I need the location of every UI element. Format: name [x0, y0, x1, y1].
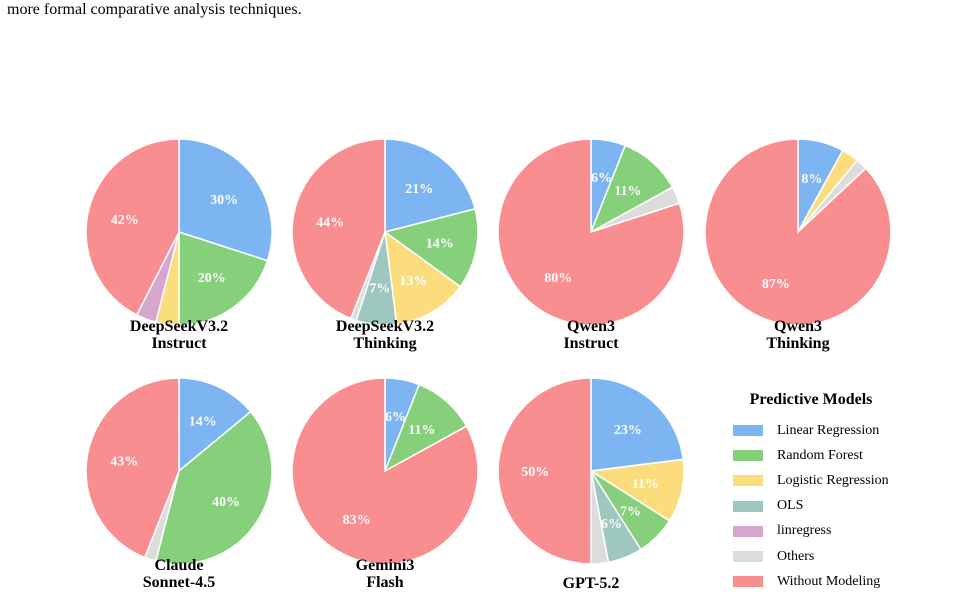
pie-title: GPT-5.2 — [563, 575, 620, 592]
legend-swatch — [733, 475, 763, 487]
pie-slice-label: 42% — [111, 213, 139, 228]
figure-caption: more formal comparative analysis techniq… — [7, 1, 302, 18]
pie-title: DeepSeekV3.2 — [336, 318, 434, 335]
legend-label: OLS — [777, 498, 804, 514]
legend-swatch — [733, 576, 763, 588]
legend: Predictive Models Linear Regression Rando… — [733, 391, 933, 594]
pie-slice-label: 30% — [210, 193, 238, 208]
legend-swatch — [733, 551, 763, 563]
legend-label: Random Forest — [777, 447, 863, 463]
legend-label: Others — [777, 548, 815, 564]
pie-slice-label: 80% — [544, 271, 572, 286]
pie-slice-label: 7% — [369, 282, 390, 297]
pie-slice — [291, 138, 386, 320]
pie-slice-label: 83% — [343, 513, 371, 528]
legend-label: Linear Regression — [777, 422, 880, 438]
pie-slice — [497, 377, 592, 565]
pie-slice — [384, 138, 476, 233]
pie-title: Claude — [155, 557, 204, 574]
pie-slice-label: 14% — [426, 236, 454, 251]
pie-slice-label: 87% — [762, 277, 790, 292]
legend-label: Logistic Regression — [777, 472, 889, 488]
pie-slice-label: 50% — [521, 465, 549, 480]
pie-slice-label: 11% — [408, 423, 435, 438]
pie-slice — [384, 230, 462, 326]
pie-slice — [383, 207, 479, 288]
pie-slice — [154, 410, 273, 565]
pie-title: Qwen3 — [567, 318, 615, 335]
pie-chart: 23% 11% 7%6% 50% GPT-5.2 — [497, 377, 685, 592]
pie-slice-label: 11% — [614, 184, 641, 199]
pie-slice-label: 6% — [385, 410, 406, 425]
pie-title: Instruct — [151, 335, 207, 352]
legend-items: Linear Regression Random Forest Logistic R… — [733, 418, 933, 594]
legend-item: Without Modeling — [733, 569, 933, 594]
pie-slice — [85, 138, 180, 316]
legend-label: linregress — [777, 523, 832, 539]
legend-item: linregress — [733, 519, 933, 544]
pie-slice — [497, 138, 685, 326]
pie-slice-label: 40% — [212, 495, 240, 510]
pie-slice — [178, 377, 252, 473]
legend-swatch — [733, 425, 763, 437]
pie-title: Thinking — [766, 335, 829, 352]
pie-slice-label: 8% — [801, 172, 822, 187]
pie-slice-label: 20% — [198, 271, 226, 286]
pie-slice — [178, 230, 269, 326]
pie-title: Gemini3 — [356, 557, 415, 574]
pie-slice — [704, 138, 892, 326]
pie-title: Thinking — [353, 335, 416, 352]
legend-item: Random Forest — [733, 443, 933, 468]
pie-title: DeepSeekV3.2 — [130, 318, 228, 335]
legend-item: Others — [733, 544, 933, 569]
legend-swatch — [733, 525, 763, 537]
legend-label: Without Modeling — [777, 573, 881, 589]
pie-slice — [85, 377, 180, 559]
pie-slice-label: 21% — [405, 182, 433, 197]
legend-swatch — [733, 450, 763, 462]
pie-slice-label: 13% — [399, 274, 427, 289]
pie-slice-label: 6% — [591, 171, 612, 186]
pie-title: Instruct — [563, 335, 619, 352]
pie-slice-label: 14% — [189, 415, 217, 430]
pie-title: Qwen3 — [774, 318, 822, 335]
legend-item: Linear Regression — [733, 418, 933, 443]
pie-slice-label: 43% — [110, 455, 138, 470]
pie-title: Flash — [366, 574, 403, 591]
pie-slice — [178, 138, 273, 262]
pie-slice — [291, 377, 479, 565]
pie-slice-label: 6% — [601, 517, 622, 532]
legend-swatch — [733, 500, 763, 512]
pie-slice-label: 7% — [620, 504, 641, 519]
pie-slice — [590, 377, 685, 472]
legend-title: Predictive Models — [749, 391, 873, 408]
legend-item: OLS — [733, 494, 933, 519]
legend-item: Logistic Regression — [733, 468, 933, 493]
pie-slice-label: 23% — [614, 423, 642, 438]
pie-title: Sonnet-4.5 — [143, 574, 215, 591]
pie-slice-label: 44% — [316, 216, 344, 231]
pie-slice-label: 11% — [632, 477, 659, 492]
